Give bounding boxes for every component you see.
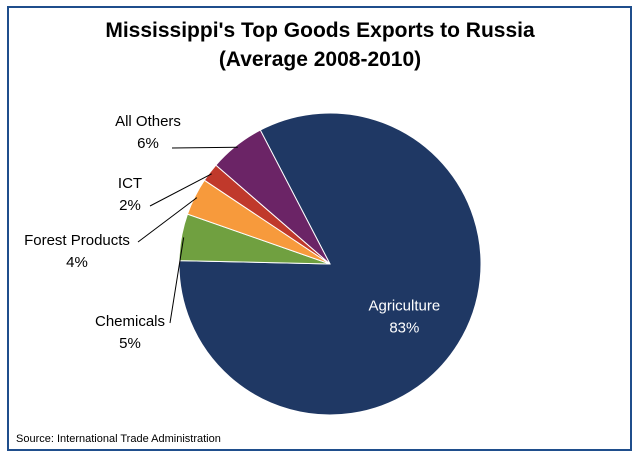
slice-label-all-others: All Others [115, 113, 181, 130]
pie-labels: Agriculture 83% Chemicals 5% Forest Products… [24, 113, 440, 352]
leader-line-all-others [171, 146, 238, 149]
pie-slice-all-others [215, 129, 331, 265]
slice-value-chemicals: 5% [119, 335, 141, 352]
slice-label-chemicals: Chemicals [95, 313, 165, 330]
leader-line-forest-products [137, 197, 198, 243]
slice-label-agriculture: Agriculture [369, 297, 441, 314]
leader-line-ict [149, 173, 212, 207]
slice-value-agriculture: 83% [389, 319, 419, 336]
slice-value-forest-products: 4% [66, 254, 88, 271]
chart-title: Mississippi's Top Goods Exports to Russi… [105, 19, 535, 42]
source-note: Source: International Trade Administrati… [16, 433, 221, 445]
slice-label-forest-products: Forest Products [24, 232, 130, 249]
slice-label-ict: ICT [118, 175, 142, 192]
pie-slices [178, 112, 482, 416]
slice-value-all-others: 6% [137, 135, 159, 152]
chart-subtitle: (Average 2008-2010) [219, 48, 421, 71]
leader-line-chemicals [169, 237, 185, 324]
slice-value-ict: 2% [119, 197, 141, 214]
